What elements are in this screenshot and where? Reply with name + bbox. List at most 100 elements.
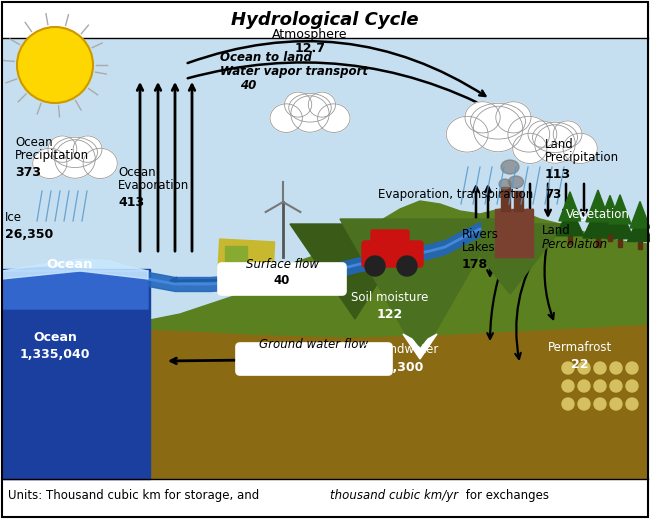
Bar (2, 479, 648, 517)
Text: Vegetation: Vegetation (566, 208, 630, 221)
Circle shape (17, 27, 93, 103)
Text: Rivers: Rivers (462, 228, 499, 241)
Circle shape (397, 256, 417, 276)
Text: Ocean: Ocean (47, 258, 93, 271)
Ellipse shape (465, 102, 500, 133)
Text: 1,335,040: 1,335,040 (20, 348, 90, 361)
Polygon shape (609, 195, 631, 224)
Text: Soil moisture: Soil moisture (351, 291, 429, 304)
Bar (568, 233, 572, 244)
Ellipse shape (73, 136, 102, 162)
Ellipse shape (270, 104, 302, 132)
Circle shape (610, 362, 622, 374)
Bar (596, 235, 600, 247)
Polygon shape (556, 206, 584, 236)
Circle shape (594, 398, 606, 410)
Circle shape (562, 380, 574, 392)
Polygon shape (627, 214, 650, 241)
Ellipse shape (471, 103, 525, 139)
Ellipse shape (55, 140, 96, 178)
Text: Ice: Ice (5, 211, 22, 224)
Text: Precipitation: Precipitation (15, 149, 89, 162)
Circle shape (562, 398, 574, 410)
Polygon shape (2, 267, 148, 309)
Circle shape (365, 256, 385, 276)
Text: Ocean: Ocean (33, 331, 77, 344)
Circle shape (626, 362, 638, 374)
Ellipse shape (32, 148, 67, 179)
Text: 373: 373 (15, 166, 41, 179)
Polygon shape (2, 324, 648, 479)
Ellipse shape (285, 92, 312, 117)
Circle shape (578, 380, 590, 392)
Text: 178: 178 (462, 258, 488, 271)
Ellipse shape (291, 96, 329, 132)
Text: Ocean: Ocean (118, 166, 155, 179)
Text: Ocean to land: Ocean to land (220, 51, 312, 64)
Polygon shape (115, 201, 648, 337)
Circle shape (578, 362, 590, 374)
Bar (638, 239, 642, 249)
Text: Ground water flow: Ground water flow (259, 338, 369, 351)
Ellipse shape (289, 93, 332, 122)
Polygon shape (403, 334, 437, 359)
Text: Groundwater: Groundwater (361, 343, 439, 356)
Text: 122: 122 (377, 308, 403, 321)
Ellipse shape (508, 176, 523, 188)
Ellipse shape (447, 116, 488, 152)
Text: Atmosphere: Atmosphere (272, 28, 348, 41)
Text: 40: 40 (240, 79, 256, 92)
Text: Lakes: Lakes (462, 241, 495, 254)
Ellipse shape (473, 106, 523, 152)
Text: Surface flow: Surface flow (246, 258, 318, 271)
Ellipse shape (513, 133, 547, 163)
Text: Land: Land (542, 224, 571, 237)
Ellipse shape (528, 121, 557, 147)
Ellipse shape (532, 122, 577, 153)
Circle shape (578, 398, 590, 410)
Polygon shape (290, 224, 415, 319)
Polygon shape (583, 205, 613, 238)
Text: for exchanges: for exchanges (462, 488, 549, 501)
Text: 413: 413 (118, 196, 144, 209)
Text: Permafrost: Permafrost (548, 341, 612, 354)
Bar (225, 246, 247, 264)
Polygon shape (606, 209, 634, 239)
Polygon shape (601, 195, 619, 221)
Ellipse shape (563, 133, 597, 163)
Text: Water vapor transport: Water vapor transport (220, 65, 368, 78)
Polygon shape (586, 190, 610, 222)
Ellipse shape (553, 121, 582, 147)
Circle shape (610, 380, 622, 392)
Bar (2, 269, 150, 479)
Ellipse shape (83, 148, 117, 179)
Circle shape (626, 380, 638, 392)
Bar (501, 187, 510, 211)
Ellipse shape (535, 125, 575, 163)
Ellipse shape (48, 136, 77, 162)
Bar (514, 191, 523, 211)
Text: 73: 73 (545, 188, 561, 201)
Text: 40: 40 (274, 274, 290, 287)
Polygon shape (630, 201, 650, 228)
Bar (495, 209, 533, 257)
Ellipse shape (318, 104, 350, 132)
Ellipse shape (496, 102, 531, 133)
Text: 113: 113 (545, 168, 571, 181)
Polygon shape (455, 224, 565, 294)
Circle shape (562, 362, 574, 374)
Text: thousand cubic km/yr: thousand cubic km/yr (330, 488, 458, 501)
Text: 22: 22 (571, 358, 589, 371)
FancyBboxPatch shape (236, 343, 392, 375)
Ellipse shape (499, 179, 511, 189)
Text: Percolation: Percolation (542, 238, 608, 251)
Text: Hydrological Cycle: Hydrological Cycle (231, 11, 419, 29)
Text: 15,300: 15,300 (376, 361, 424, 374)
Ellipse shape (308, 92, 335, 117)
FancyBboxPatch shape (371, 230, 409, 250)
Text: Evaporation, transpiration: Evaporation, transpiration (378, 188, 533, 201)
Bar (218, 239, 274, 274)
Text: Land: Land (545, 138, 574, 151)
Text: Evaporation: Evaporation (118, 179, 189, 192)
Polygon shape (598, 208, 622, 234)
